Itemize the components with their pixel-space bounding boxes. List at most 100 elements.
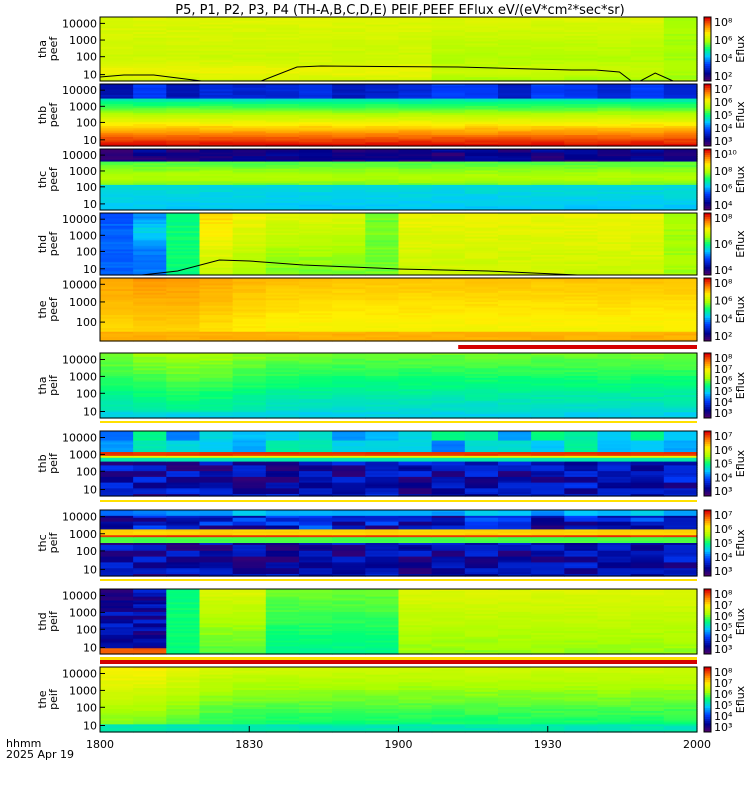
ytick-label: 1000 (69, 684, 97, 697)
ytick-label: 100 (76, 465, 97, 478)
colorbar-tick: 10⁶ (714, 610, 733, 623)
yticks-thc-peif: 10 100 1000 10000 (62, 511, 105, 576)
ytick-label: 100 (76, 181, 97, 194)
colorbar-tick: 10⁶ (714, 444, 733, 457)
ylabel-line: thc (36, 171, 49, 188)
panel-frame (99, 509, 698, 577)
ylabel-line: peef (47, 36, 60, 62)
xtick-label: 1830 (235, 738, 263, 751)
ytick-label: 100 (76, 316, 97, 329)
ytick-label: 10000 (62, 278, 97, 291)
panel-frame (99, 352, 698, 419)
panel-thc-peif: 10100100010000thcpeif10³10⁴10⁵10⁶10⁷Eflu… (36, 509, 747, 578)
colorbar-tick: 10⁶ (714, 34, 733, 47)
colorbar-tick: 10⁶ (714, 295, 733, 308)
yticks-thb-peef: 10 100 1000 10000 (62, 84, 105, 147)
ylabel-line: the (36, 300, 49, 318)
colorbar-tick: 10⁴ (714, 551, 733, 564)
panel-frame (99, 83, 698, 147)
xtick-label: 1800 (86, 738, 114, 751)
panel-frame (99, 16, 698, 82)
ytick-label: 100 (76, 245, 97, 258)
panel-frame (99, 212, 698, 276)
colorbar-tick: 10⁴ (714, 632, 733, 645)
ytick-label: 10000 (62, 17, 97, 30)
colorbar-label: Eflux (734, 449, 747, 477)
ytick-label: 1000 (69, 448, 97, 461)
colorbar-tick: 10⁷ (714, 83, 732, 96)
colorbar-tick: 10⁴ (714, 396, 733, 409)
ytick-label: 100 (76, 387, 97, 400)
colorbar-tick: 10⁸ (714, 588, 733, 601)
colorbar-tick: 10³ (714, 721, 732, 734)
colorbar-tick: 10⁸ (714, 16, 733, 29)
colorbar-tick: 10⁴ (714, 122, 733, 135)
colorbar-tick: 10⁴ (714, 264, 733, 277)
trace-tha-peef (99, 65, 674, 82)
ytick-label: 1000 (69, 528, 97, 541)
colorbar-tick: 10⁶ (714, 182, 733, 195)
ytick-label: 100 (76, 116, 97, 129)
colorbar-tick: 10² (714, 70, 732, 83)
ytick-label: 10000 (62, 354, 97, 367)
ytick-label: 100 (76, 545, 97, 558)
colorbar-tick: 10⁷ (714, 677, 732, 690)
panel-thb-peef: 10100100010000thbpeef10³10⁴10⁵10⁶10⁷Eflu… (36, 83, 747, 148)
colorbar-tick: 10⁶ (714, 523, 733, 536)
ytick-label: 10 (83, 406, 97, 419)
panel-thd-peif: 10100100010000thdpeif10³10⁴10⁵10⁶10⁷10⁸E… (36, 588, 747, 656)
spectrogram-tha-peif (100, 353, 698, 419)
ylabel-line: peef (47, 296, 60, 322)
colorbar-tick: 10⁵ (714, 537, 732, 550)
ytick-label: 10000 (62, 149, 97, 162)
colorbar-label: Eflux (734, 230, 747, 258)
colorbar-tick: 10⁶ (714, 96, 733, 109)
colorbar-tick: 10⁷ (714, 509, 732, 522)
ytick-label: 10000 (62, 511, 97, 524)
panel-frame (99, 148, 698, 211)
trace-thd-peef (141, 259, 578, 276)
ytick-label: 1000 (69, 34, 97, 47)
colorbar-tick: 10⁸ (714, 277, 733, 290)
ylabel-line: thd (36, 235, 49, 253)
yticks-tha-peef: 10 100 1000 10000 (62, 17, 105, 82)
ylabel-line: peif (47, 452, 60, 474)
ytick-label: 10 (83, 134, 97, 147)
colorbar-thc-peef: 10⁴ 10⁶ 10⁸ 10¹⁰ Eflux (703, 148, 747, 212)
ytick-label: 1000 (69, 165, 97, 178)
xtick-label: 2000 (683, 738, 711, 751)
ytick-label: 10000 (62, 84, 97, 97)
colorbar-label: Eflux (734, 295, 747, 323)
ytick-label: 100 (76, 623, 97, 636)
ylabel-line: peef (47, 166, 60, 192)
yticks-the-peef: 100 1000 10000 (62, 278, 105, 329)
spectrogram-thb-peif (100, 431, 698, 497)
ytick-label: 1000 (69, 229, 97, 242)
ylabel-line: thd (36, 612, 49, 630)
ylabel-line: peif (47, 374, 60, 396)
colorbar-tick: 10⁴ (714, 52, 733, 65)
colorbar-tick: 10² (714, 330, 732, 343)
colorbar-tick: 10⁷ (714, 430, 732, 443)
spectrogram-thc-peif (100, 510, 698, 577)
yticks-thc-peef: 10 100 1000 10000 (62, 149, 105, 211)
yticks-thb-peif: 10 100 1000 10000 (62, 432, 105, 497)
ytick-label: 10 (83, 69, 97, 82)
ytick-label: 100 (76, 701, 97, 714)
ylabel-line: tha (36, 40, 49, 58)
